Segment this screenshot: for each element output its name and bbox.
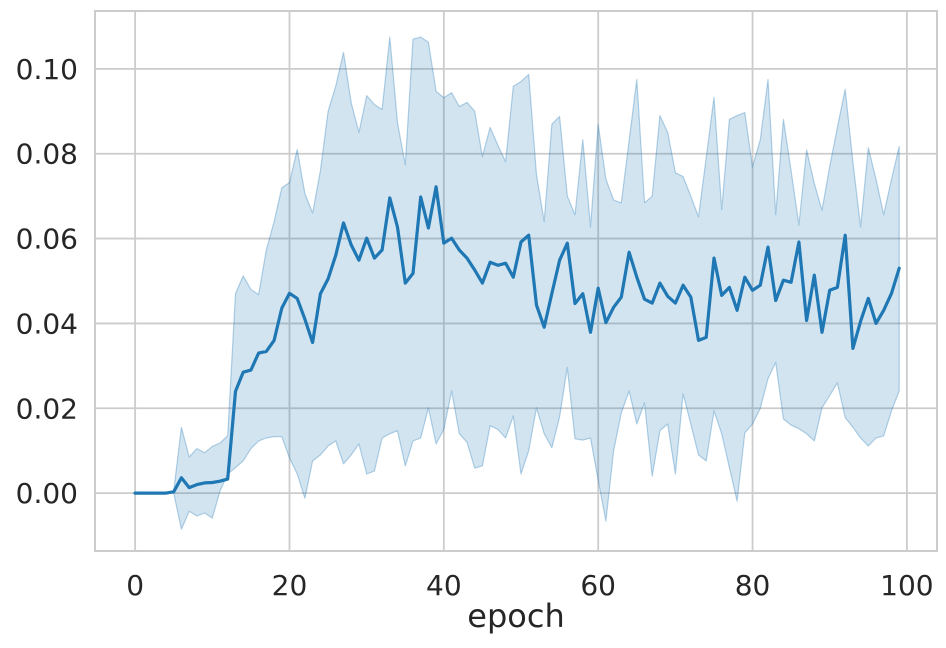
- y-tick-label: 0.10: [16, 53, 78, 86]
- gridlines: [95, 11, 937, 551]
- axes-spines: [94, 10, 938, 552]
- x-tick-label: 40: [426, 569, 462, 602]
- x-axis-label: epoch: [467, 597, 565, 635]
- y-tick-label: 0.04: [16, 307, 78, 340]
- x-tick-label: 60: [580, 569, 616, 602]
- plot-border: [94, 10, 938, 552]
- confidence-band: [134, 36, 900, 530]
- y-tick-label: 0.08: [16, 138, 78, 171]
- x-tick-labels: 0 20 40 60 80 100: [126, 569, 933, 602]
- confidence-band-area: [134, 36, 900, 530]
- x-tick-label: 100: [880, 569, 933, 602]
- x-tick-label: 20: [272, 569, 308, 602]
- mean-line: [133, 185, 901, 495]
- y-tick-label: 0.02: [16, 392, 78, 425]
- y-tick-labels: 0.00 0.02 0.04 0.06 0.08 0.10: [16, 53, 78, 510]
- y-tick-label: 0.06: [16, 223, 78, 256]
- mean-line-path: [133, 185, 901, 495]
- y-tick-label: 0.00: [16, 477, 78, 510]
- x-tick-label: 80: [735, 569, 771, 602]
- x-tick-label: 0: [126, 569, 144, 602]
